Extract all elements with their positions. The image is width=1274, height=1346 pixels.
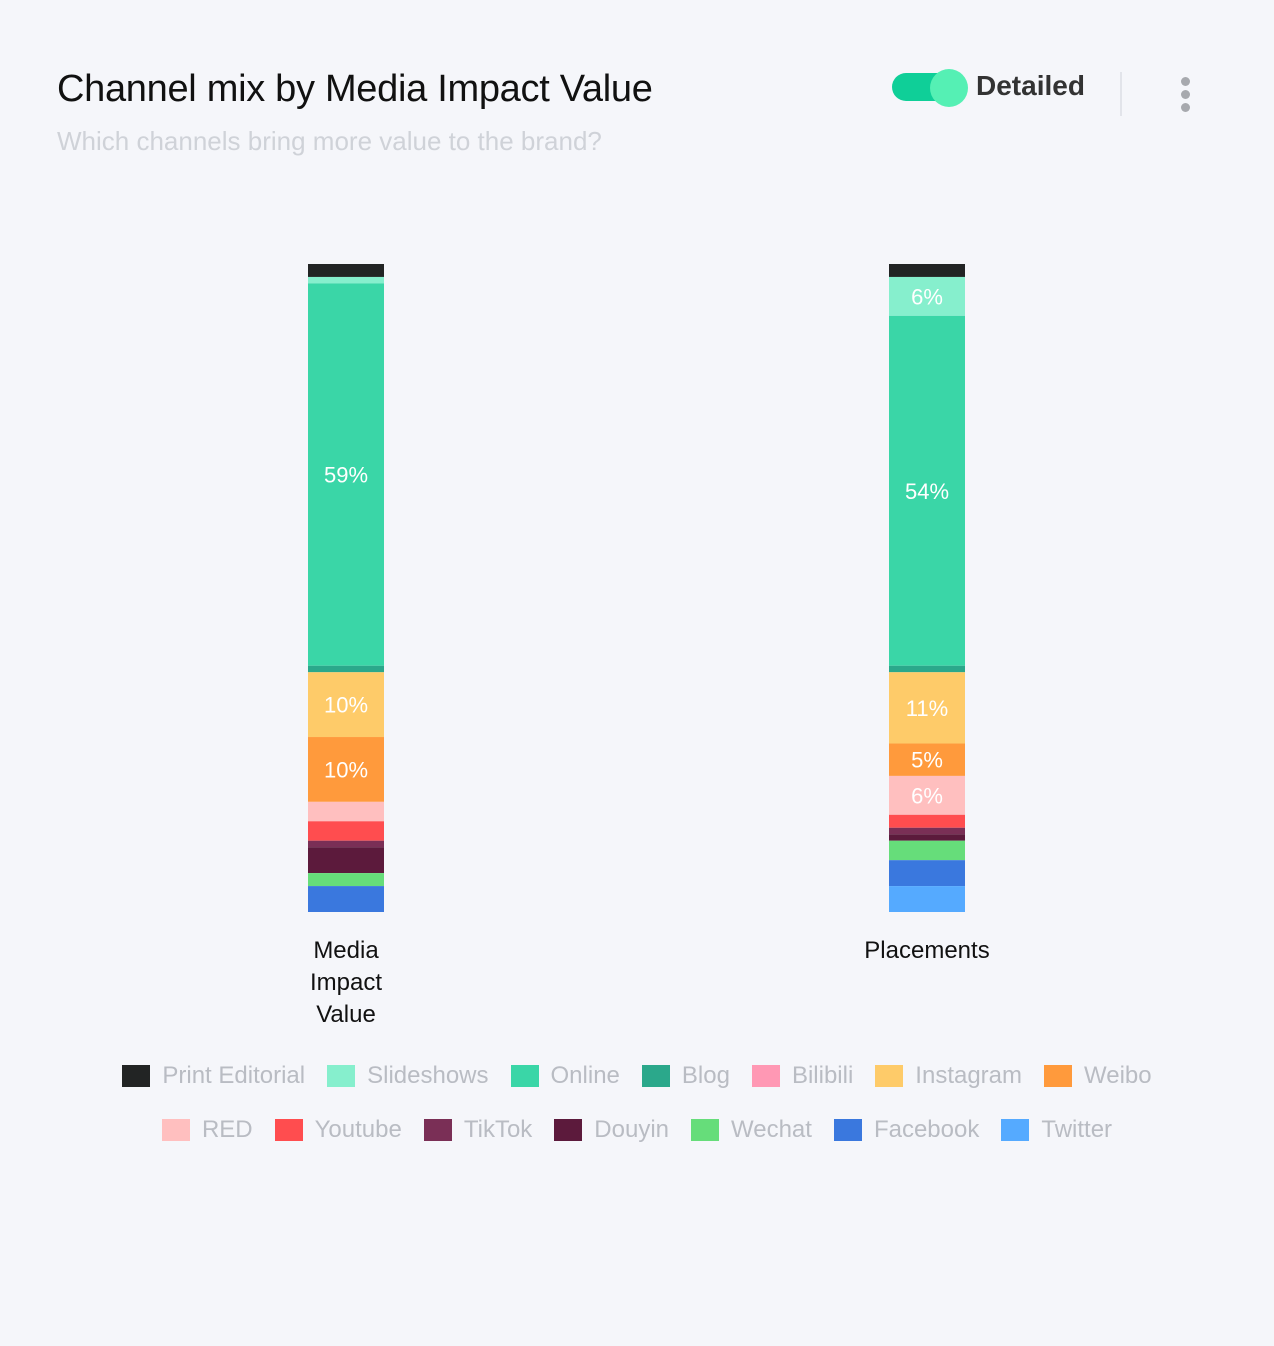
bar-segment-weibo[interactable] xyxy=(889,743,965,776)
data-label: 11% xyxy=(906,696,948,721)
legend-swatch xyxy=(554,1119,583,1141)
legend-item-twitter[interactable]: Twitter xyxy=(1001,1116,1112,1144)
bar-segment-douyin[interactable] xyxy=(889,834,965,841)
legend-label: Print Editorial xyxy=(162,1062,306,1089)
legend-swatch xyxy=(641,1065,670,1087)
legend-label: Twitter xyxy=(1041,1116,1113,1143)
legend-swatch xyxy=(1044,1065,1073,1087)
category-label: Placements xyxy=(864,937,989,964)
legend-swatch xyxy=(122,1065,151,1087)
data-label: 5% xyxy=(911,748,943,773)
legend-item-slideshows[interactable]: Slideshows xyxy=(327,1062,489,1090)
bar-segment-instagram[interactable] xyxy=(308,672,384,738)
more-vertical-icon[interactable] xyxy=(1172,74,1200,114)
bar-segment-facebook[interactable] xyxy=(889,860,965,887)
data-label: 54% xyxy=(905,479,949,504)
bar-segment-red[interactable] xyxy=(889,775,965,815)
data-label: 59% xyxy=(324,463,368,488)
legend-item-print-editorial[interactable]: Print Editorial xyxy=(122,1062,305,1090)
legend-label: Facebook xyxy=(873,1116,980,1143)
legend-item-bilibili[interactable]: Bilibili xyxy=(751,1062,854,1090)
legend-row: RED Youtube TikTok Douyin Wechat Facebook Twit… xyxy=(0,1112,1274,1148)
bar-segment-weibo[interactable] xyxy=(308,737,384,802)
legend-swatch xyxy=(423,1119,452,1141)
legend-swatch xyxy=(833,1119,862,1141)
legend-label: TikTok xyxy=(463,1116,533,1143)
data-label: 6% xyxy=(911,783,943,808)
legend-label: Blog xyxy=(681,1062,730,1089)
legend-item-weibo[interactable]: Weibo xyxy=(1044,1062,1152,1090)
legend-label: Youtube xyxy=(314,1116,402,1143)
legend-item-wechat[interactable]: Wechat xyxy=(691,1116,812,1144)
bar-segment-facebook[interactable] xyxy=(308,886,384,912)
legend-swatch xyxy=(751,1065,780,1087)
legend-item-douyin[interactable]: Douyin xyxy=(554,1116,669,1144)
bar-segment-tiktok[interactable] xyxy=(308,840,384,848)
legend-swatch xyxy=(510,1065,539,1087)
bar-segment-wechat[interactable] xyxy=(889,840,965,861)
header-divider xyxy=(1120,72,1122,116)
legend-item-youtube[interactable]: Youtube xyxy=(274,1116,402,1144)
legend-swatch xyxy=(161,1119,190,1141)
category-label: Media xyxy=(313,937,379,964)
legend-label: Instagram xyxy=(915,1062,1023,1089)
bar-segment-twitter[interactable] xyxy=(889,886,965,912)
chart-legend: Print Editorial Slideshows Online Blog Bilib… xyxy=(0,1058,1274,1166)
legend-item-facebook[interactable]: Facebook xyxy=(833,1116,980,1144)
legend-label: Bilibili xyxy=(791,1062,854,1089)
detailed-toggle[interactable] xyxy=(892,69,968,107)
legend-label: Douyin xyxy=(594,1116,670,1143)
legend-row: Print Editorial Slideshows Online Blog Bilib… xyxy=(0,1058,1274,1094)
legend-label: Wechat xyxy=(731,1116,812,1143)
data-label: 6% xyxy=(911,284,943,309)
bar-segment-instagram[interactable] xyxy=(889,672,965,744)
bar-segment-slideshows[interactable] xyxy=(308,276,384,284)
bar-segment-print-editorial[interactable] xyxy=(889,264,965,277)
legend-swatch xyxy=(875,1065,904,1087)
bar-segment-online[interactable] xyxy=(889,315,965,666)
chart-subtitle: Which channels bring more value to the b… xyxy=(57,126,602,156)
bar-segment-douyin[interactable] xyxy=(308,847,384,874)
legend-swatch xyxy=(1001,1119,1030,1141)
stacked-bar-chart: 59% 10% 10% Media Impact Value 6% 54% 11% 5% 6% Pla… xyxy=(308,264,990,1028)
legend-item-online[interactable]: Online xyxy=(510,1062,620,1090)
chart-title: Channel mix by Media Impact Value xyxy=(57,68,653,110)
bar-segment-online[interactable] xyxy=(308,283,384,666)
bar-segment-tiktok[interactable] xyxy=(889,827,965,835)
legend-swatch xyxy=(327,1065,356,1087)
data-label: 10% xyxy=(324,757,368,782)
data-label: 10% xyxy=(324,693,368,718)
legend-item-instagram[interactable]: Instagram xyxy=(875,1062,1022,1090)
bar-segment-youtube[interactable] xyxy=(889,814,965,828)
menu-dot xyxy=(1181,77,1190,86)
bar-segment-slideshows[interactable] xyxy=(889,276,965,316)
category-label: Impact xyxy=(310,969,382,996)
bar-segment-youtube[interactable] xyxy=(308,821,384,841)
bar-segment-wechat[interactable] xyxy=(308,873,384,887)
legend-swatch xyxy=(691,1119,720,1141)
legend-label: Online xyxy=(550,1062,620,1089)
bar-segment-red[interactable] xyxy=(308,801,384,822)
legend-item-tiktok[interactable]: TikTok xyxy=(423,1116,533,1144)
legend-label: Slideshows xyxy=(367,1062,489,1089)
legend-label: Weibo xyxy=(1084,1062,1152,1089)
menu-dot xyxy=(1181,90,1190,99)
legend-item-red[interactable]: RED xyxy=(161,1116,253,1144)
toggle-label: Detailed xyxy=(976,70,1085,101)
legend-label: RED xyxy=(201,1116,253,1143)
bar-segment-print-editorial[interactable] xyxy=(308,264,384,277)
legend-item-blog[interactable]: Blog xyxy=(641,1062,730,1090)
category-label: Value xyxy=(316,1001,376,1028)
toggle-knob xyxy=(930,69,968,107)
menu-dot xyxy=(1181,103,1190,112)
legend-swatch xyxy=(274,1119,303,1141)
bar-segment-blog[interactable] xyxy=(308,665,384,673)
bar-segment-blog[interactable] xyxy=(889,665,965,673)
